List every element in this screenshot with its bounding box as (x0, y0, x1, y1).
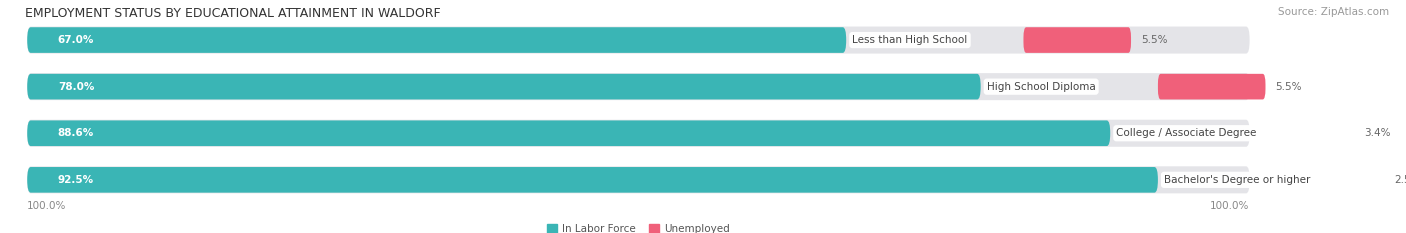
Text: 100.0%: 100.0% (27, 201, 66, 211)
FancyBboxPatch shape (27, 27, 846, 53)
FancyBboxPatch shape (1159, 74, 1265, 99)
Text: 92.5%: 92.5% (58, 175, 94, 185)
Text: High School Diploma: High School Diploma (987, 82, 1095, 92)
FancyBboxPatch shape (27, 73, 1250, 100)
Legend: In Labor Force, Unemployed: In Labor Force, Unemployed (547, 224, 730, 233)
Text: 100.0%: 100.0% (1211, 201, 1250, 211)
Text: 3.4%: 3.4% (1364, 128, 1391, 138)
Text: EMPLOYMENT STATUS BY EDUCATIONAL ATTAINMENT IN WALDORF: EMPLOYMENT STATUS BY EDUCATIONAL ATTAINM… (25, 7, 441, 20)
Text: 5.5%: 5.5% (1140, 35, 1167, 45)
Text: 78.0%: 78.0% (58, 82, 94, 92)
Text: Source: ZipAtlas.com: Source: ZipAtlas.com (1278, 7, 1389, 17)
Text: 5.5%: 5.5% (1275, 82, 1302, 92)
FancyBboxPatch shape (1288, 120, 1354, 146)
FancyBboxPatch shape (27, 74, 980, 99)
Text: Less than High School: Less than High School (852, 35, 967, 45)
FancyBboxPatch shape (27, 167, 1159, 193)
Text: College / Associate Degree: College / Associate Degree (1116, 128, 1257, 138)
Text: 88.6%: 88.6% (58, 128, 94, 138)
Text: 2.5%: 2.5% (1393, 175, 1406, 185)
FancyBboxPatch shape (27, 120, 1111, 146)
FancyBboxPatch shape (27, 120, 1250, 147)
FancyBboxPatch shape (27, 27, 1250, 54)
FancyBboxPatch shape (1024, 27, 1130, 53)
FancyBboxPatch shape (1336, 167, 1384, 193)
Text: Bachelor's Degree or higher: Bachelor's Degree or higher (1164, 175, 1310, 185)
Text: 67.0%: 67.0% (58, 35, 94, 45)
FancyBboxPatch shape (27, 166, 1250, 193)
